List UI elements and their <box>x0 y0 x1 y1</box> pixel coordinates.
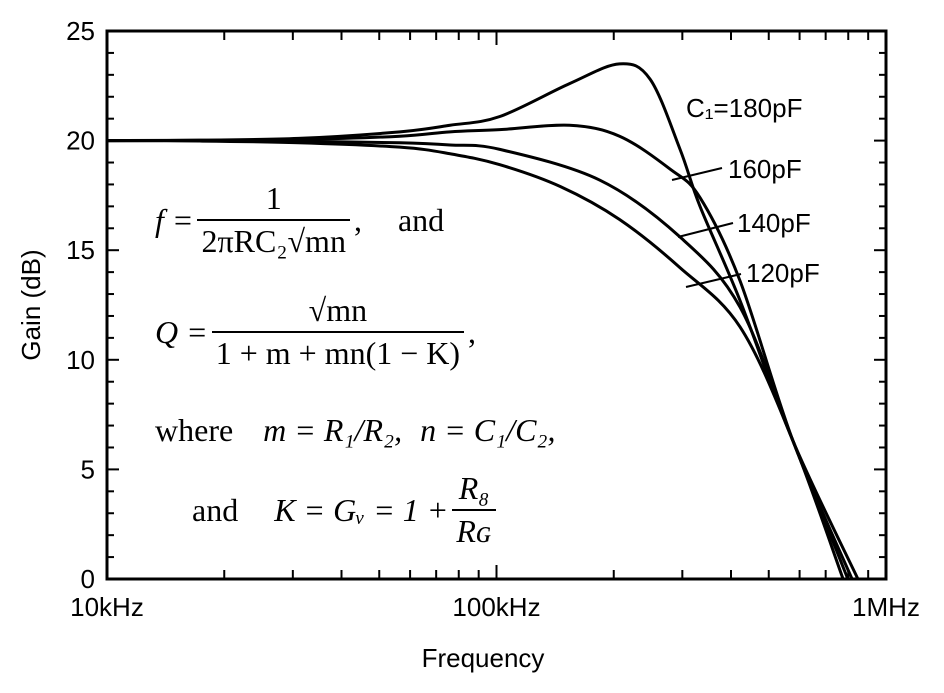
equation-f: f = 1 2πRC₂√mn , and <box>155 180 444 260</box>
y-tick-label: 0 <box>81 564 95 594</box>
series-curve-120pf <box>106 139 845 580</box>
eq-q-tail: , <box>468 313 477 350</box>
x-axis-label: Frequency <box>422 643 545 673</box>
eq-k-lhs: K = Gᵥ = 1 + <box>274 491 449 528</box>
y-tick-label: 25 <box>66 16 95 46</box>
label-leader-line <box>677 222 734 238</box>
eq-f-num: 1 <box>265 180 282 216</box>
eq-f-fraction: 1 2πRC₂√mn <box>197 180 350 260</box>
eq-and-2: and <box>192 491 239 528</box>
label-leader-line <box>685 273 742 288</box>
series-curve-160pf <box>106 123 854 580</box>
label-leader-line <box>671 167 723 181</box>
eq-q-lhs: Q = <box>155 313 208 350</box>
eq-f-lhs: f = <box>155 201 194 238</box>
y-tick-label: 20 <box>66 126 95 156</box>
x-tick-label: 10kHz <box>70 592 144 622</box>
x-tick-label: 1MHz <box>852 592 920 622</box>
x-tick-label: 100kHz <box>452 592 540 622</box>
eq-where: where <box>155 412 234 448</box>
series-label-120pf: 120pF <box>746 258 820 288</box>
series-label-180pf: C₁=180pF <box>686 93 802 123</box>
series-label-160pf: 160pF <box>728 154 802 184</box>
eq-k-den: Rɢ <box>452 509 496 550</box>
series-label-140pf: 140pF <box>737 208 811 238</box>
equation-where: where m = R₁/R₂, n = C₁/C₂, <box>155 412 556 449</box>
equation-k: and K = Gᵥ = 1 + R₈ Rɢ <box>192 470 500 550</box>
eq-q-fraction: √mn 1 + m + mn(1 − K) <box>211 292 465 372</box>
y-tick-label: 5 <box>81 454 95 484</box>
y-tick-label: 10 <box>66 345 95 375</box>
eq-n-def: n = C₁/C₂, <box>420 412 556 448</box>
eq-q-num: √mn <box>308 292 368 328</box>
eq-k-num: R₈ <box>458 470 490 506</box>
y-axis-label: Gain (dB) <box>16 249 46 360</box>
equation-q: Q = √mn 1 + m + mn(1 − K) , <box>155 292 476 372</box>
y-tick-label: 15 <box>66 235 95 265</box>
eq-k-fraction: R₈ Rɢ <box>452 470 496 550</box>
eq-f-den: 2πRC₂√mn <box>197 219 350 260</box>
eq-q-den: 1 + m + mn(1 − K) <box>211 331 465 372</box>
eq-m-def: m = R₁/R₂, <box>263 412 403 448</box>
eq-f-tail: , <box>353 201 362 238</box>
eq-and-1: and <box>397 201 445 238</box>
